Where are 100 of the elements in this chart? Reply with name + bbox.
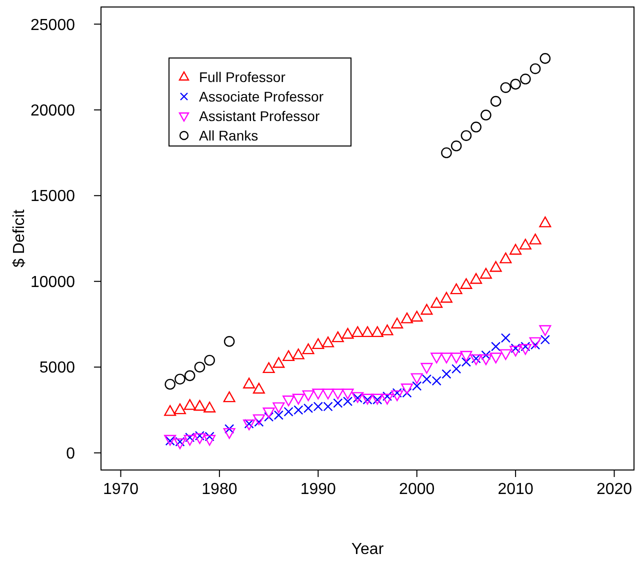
- point: [362, 326, 374, 338]
- legend-label: All Ranks: [199, 127, 258, 144]
- point: [174, 403, 186, 414]
- point: [539, 216, 552, 228]
- point: [194, 433, 206, 444]
- point: [352, 326, 364, 338]
- point: [470, 273, 482, 284]
- point: [410, 310, 423, 322]
- point: [539, 325, 552, 336]
- point: [530, 63, 541, 74]
- y-tick-label: 15000: [30, 188, 76, 206]
- y-tick-label: 10000: [30, 274, 76, 291]
- point: [332, 331, 344, 342]
- point: [381, 394, 394, 405]
- point: [500, 252, 512, 264]
- point: [292, 394, 304, 405]
- point: [519, 344, 532, 355]
- point: [490, 352, 502, 364]
- y-axis-title: $ Deficit: [11, 209, 28, 268]
- point: [450, 283, 462, 294]
- point: [322, 336, 334, 348]
- point: [342, 328, 354, 339]
- point: [252, 382, 265, 394]
- point: [490, 261, 502, 272]
- point: [262, 362, 275, 374]
- point: [204, 434, 216, 446]
- point: [420, 362, 433, 374]
- x-tick-label: 1970: [102, 481, 139, 498]
- point: [491, 342, 501, 352]
- legend-label: Associate Professor: [199, 88, 324, 104]
- point: [430, 352, 443, 364]
- point: [480, 268, 492, 279]
- point: [529, 234, 542, 244]
- point: [204, 354, 215, 366]
- point: [302, 343, 314, 354]
- x-axis-title: Year: [351, 541, 384, 558]
- point: [480, 110, 492, 120]
- point: [223, 428, 236, 439]
- point: [371, 326, 384, 338]
- point: [520, 74, 531, 84]
- point: [194, 400, 206, 411]
- point: [184, 370, 196, 382]
- y-tick-label: 0: [66, 445, 76, 462]
- point: [412, 381, 422, 391]
- point: [204, 402, 216, 412]
- point: [243, 378, 256, 388]
- point: [302, 390, 314, 402]
- point: [184, 399, 196, 410]
- point: [410, 373, 423, 384]
- point: [174, 374, 186, 385]
- point: [460, 278, 472, 289]
- point: [481, 350, 491, 360]
- point: [292, 348, 304, 360]
- point: [440, 352, 452, 364]
- point: [470, 122, 482, 132]
- point: [540, 334, 550, 344]
- point: [510, 346, 522, 357]
- legend-label: Assistant Professor: [199, 108, 320, 124]
- point: [519, 238, 532, 250]
- x-tick-label: 1980: [202, 481, 238, 498]
- point: [510, 244, 522, 255]
- x-tick-label: 1990: [300, 481, 336, 498]
- point: [223, 391, 236, 402]
- point: [272, 357, 285, 368]
- point: [441, 147, 452, 158]
- point: [400, 383, 413, 394]
- x-tick-label: 2010: [498, 481, 534, 498]
- point: [450, 140, 462, 152]
- point: [480, 354, 492, 366]
- legend-label: Full Professor: [199, 68, 286, 85]
- point: [461, 357, 472, 367]
- point: [400, 312, 413, 324]
- point: [382, 391, 392, 402]
- point: [224, 336, 235, 347]
- point: [312, 338, 324, 350]
- point: [332, 388, 344, 400]
- point: [282, 350, 295, 362]
- point: [391, 318, 404, 328]
- point: [164, 378, 176, 390]
- y-tick-label: 20000: [30, 102, 76, 120]
- point: [194, 362, 206, 373]
- point: [342, 388, 354, 400]
- point: [312, 388, 324, 400]
- point: [322, 388, 334, 400]
- point: [272, 402, 285, 414]
- point: [381, 324, 394, 336]
- point: [500, 82, 512, 93]
- point: [164, 405, 176, 416]
- point: [262, 407, 275, 418]
- y-tick-label: 25000: [30, 16, 76, 34]
- point: [442, 369, 452, 379]
- point: [500, 333, 510, 343]
- point: [460, 130, 472, 142]
- x-tick-label: 2020: [596, 481, 632, 498]
- point: [540, 53, 551, 64]
- y-tick-label: 5000: [39, 360, 76, 377]
- point: [460, 350, 472, 362]
- point: [440, 292, 452, 303]
- point: [500, 349, 512, 360]
- point: [510, 78, 521, 90]
